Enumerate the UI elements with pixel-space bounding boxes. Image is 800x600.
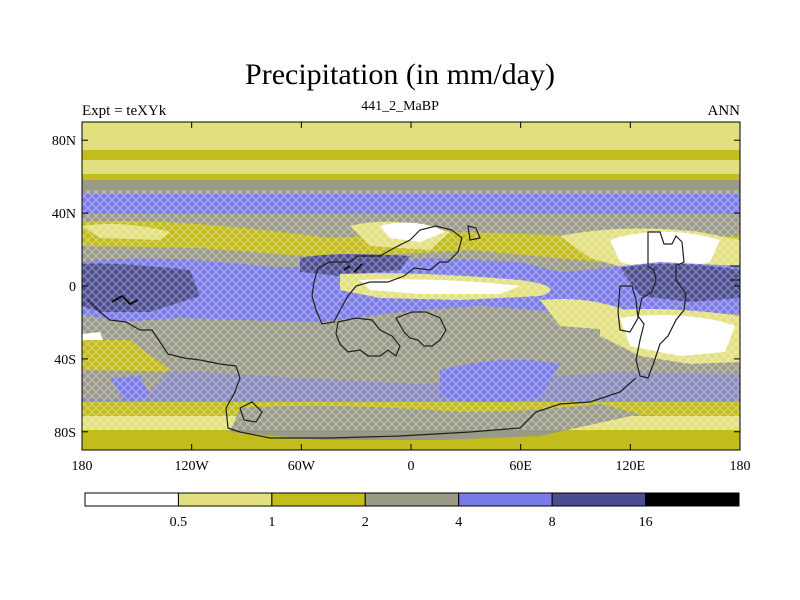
colorbar-swatch (177, 492, 273, 507)
coastline-arabia (467, 225, 481, 241)
experiment-label: Expt = teXYk (82, 103, 167, 119)
colorbar-label: 1 (268, 515, 275, 530)
coastline-south-atlantic (335, 317, 401, 357)
lon-tick-label: 120E (616, 459, 646, 474)
band-subarctic-light (82, 160, 740, 174)
latitude-axis: 80N 40N 0 40S 80S (52, 134, 740, 441)
colorbar-label: 2 (362, 515, 369, 530)
hatching-overlay-south (82, 370, 740, 430)
lon-tick-label: 60E (509, 459, 532, 474)
lat-tick-label: 40S (54, 353, 76, 368)
season-label: ANN (707, 103, 741, 119)
coastline-southern-africa (395, 311, 447, 347)
lon-tick-label: 180 (730, 459, 751, 474)
colorbar-label: 0.5 (170, 515, 188, 530)
colorbar-swatch (84, 492, 179, 507)
colorbar-swatch (271, 492, 366, 507)
lat-tick-label: 40N (52, 207, 76, 222)
lon-tick-label: 0 (408, 459, 415, 474)
colorbar-label: 4 (455, 515, 462, 530)
lon-tick-label: 180 (72, 459, 93, 474)
lat-tick-label: 80N (52, 134, 76, 149)
coastline-asia-australia (635, 231, 687, 379)
colorbar-swatch (364, 492, 460, 507)
hatching-overlay (82, 190, 740, 370)
coastline-africa-europe (311, 225, 463, 325)
lat-tick-label: 80S (54, 426, 76, 441)
colorbar-swatch (551, 492, 647, 507)
coastline-indian-peninsula (617, 285, 639, 333)
contour-tick-pacific (111, 294, 139, 306)
coastline-southern-ocean (87, 299, 637, 439)
lon-tick-label: 120W (175, 459, 210, 474)
contour-tick-atlantic (343, 263, 363, 273)
lat-tick-label: 0 (69, 280, 76, 295)
colorbar-swatch (458, 492, 553, 507)
colorbar-label: 16 (639, 515, 653, 530)
colorbar-label: 8 (549, 515, 556, 530)
coastline-dateline (730, 265, 740, 281)
colorbar: 0.5 1 2 4 8 16 (84, 492, 740, 530)
coastlines (87, 225, 740, 439)
coastline-antarctic-peninsula (239, 401, 263, 423)
contour-ticks (111, 263, 363, 306)
map-title: Precipitation (in mm/day) (245, 58, 555, 91)
lon-tick-label: 60W (288, 459, 316, 474)
map-field (82, 122, 740, 450)
colorbar-swatch (645, 492, 740, 507)
longitude-axis: 180 120W 60W 0 60E 120E 180 (72, 122, 751, 474)
period-label: 441_2_MaBP (361, 99, 439, 114)
